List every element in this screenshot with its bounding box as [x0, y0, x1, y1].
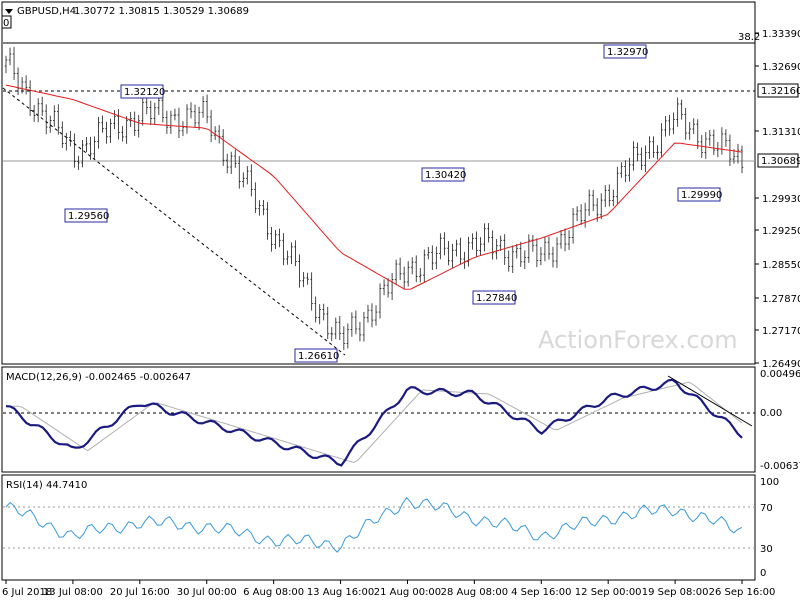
level-price-box: [757, 83, 799, 98]
price-tick-label: 1.27170: [762, 326, 800, 337]
rsi-tick-0: 0: [760, 568, 766, 579]
rsi-line: [5, 496, 743, 553]
annotation-box: [603, 44, 647, 59]
price-annotations: 1.32120 1.29560 1.26610 1.30420 1.27840 …: [64, 44, 722, 363]
macd-signal-line: [6, 381, 743, 464]
macd-trendline: [667, 375, 753, 427]
annotation-1-30420: 1.30420: [425, 170, 466, 181]
price-tick-label: 1.29930: [762, 194, 800, 205]
macd-tick-bottom: -0.006372: [760, 461, 800, 472]
moving-average-line: [5, 84, 743, 290]
annotation-1-27840: 1.27840: [476, 293, 517, 304]
watermark: ActionForex.com: [538, 326, 738, 354]
annotation-1-26610: 1.26610: [298, 351, 339, 362]
time-tick-label: 6 Aug 08:00: [243, 587, 304, 598]
annotation-1-32120: 1.32120: [124, 87, 165, 98]
annotation-box: [64, 208, 108, 223]
time-tick-label: 12 Sep 00:00: [575, 587, 642, 598]
ohlc-readout: 1.30772 1.30815 1.30529 1.30689: [74, 6, 249, 17]
macd-main-line: [5, 378, 743, 467]
annotation-box: [421, 167, 465, 182]
time-tick-label: 20 Jul 16:00: [110, 587, 170, 598]
current-price-box: [757, 153, 799, 168]
macd-panel-frame: [1, 366, 756, 473]
price-tick-label: 1.31310: [762, 127, 800, 138]
annotation-1-29560: 1.29560: [68, 211, 109, 222]
annotation-1-29990: 1.29990: [681, 190, 722, 201]
rsi-panel-frame: [1, 474, 756, 581]
time-tick-label: 19 Sep 08:00: [642, 587, 709, 598]
time-tick-label: 21 Aug 00:00: [374, 587, 441, 598]
rsi-title: RSI(14) 44.7410: [6, 480, 87, 491]
price-tick-label: 1.26490: [762, 359, 800, 370]
time-tick-label: 4 Sep 16:00: [511, 587, 571, 598]
fib-38-2-label: 38.2: [738, 32, 760, 43]
top-marker-box: [1, 15, 12, 29]
annotation-box: [472, 290, 516, 305]
time-tick-label: 30 Jul 00:00: [177, 587, 237, 598]
level-price-label: 1.32160: [761, 86, 800, 97]
price-axis: 1.33390 1.32690 1.31310 1.29930 1.29250 1.285…: [755, 29, 800, 370]
time-tick-label: 13 Aug 16:00: [307, 587, 374, 598]
rsi-tick-70: 70: [760, 503, 773, 514]
price-tick-label: 1.28550: [762, 260, 800, 271]
macd-title: MACD(12,26,9) -0.002465 -0.002647: [6, 372, 191, 383]
time-tick-label: 6 Jul 2018: [2, 587, 52, 598]
macd-tick-top: 0.004968: [760, 369, 800, 380]
price-tick-label: 1.29250: [762, 226, 800, 237]
price-tick-label: 1.27870: [762, 294, 800, 305]
macd-tick-zero: 0.00: [760, 408, 782, 419]
symbol-label: GBPUSD,H4: [17, 6, 76, 17]
annotation-1-32970: 1.32970: [607, 47, 648, 58]
main-panel-frame: [1, 1, 756, 365]
rsi-tick-100: 100: [760, 477, 779, 488]
time-tick-label: 13 Jul 08:00: [43, 587, 103, 598]
annotation-box: [294, 348, 338, 363]
downtrend-line: [2, 87, 346, 356]
current-price-label: 1.30689: [761, 156, 800, 167]
time-tick-label: 28 Aug 08:00: [441, 587, 508, 598]
rsi-tick-30: 30: [760, 544, 773, 555]
price-tick-label: 1.32690: [762, 62, 800, 73]
annotation-box: [677, 187, 721, 202]
top-marker-label: 0: [3, 18, 9, 29]
annotation-box: [120, 84, 164, 99]
price-tick-label: 1.33390: [762, 29, 800, 40]
time-tick-label: 26 Sep 16:00: [709, 587, 776, 598]
symbol-dropdown-icon[interactable]: [5, 9, 13, 14]
